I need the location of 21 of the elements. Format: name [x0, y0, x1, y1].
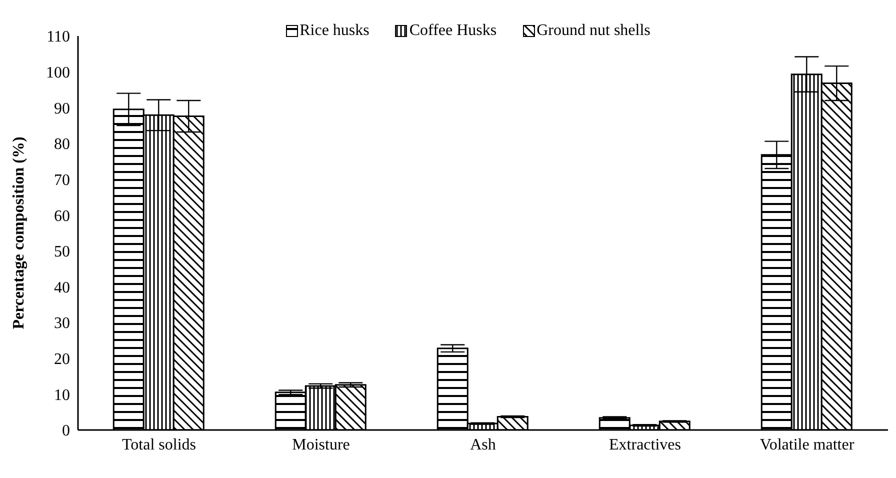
y-tick-label: 30	[54, 315, 70, 332]
y-tick-label: 70	[54, 172, 70, 189]
y-axis-title: Percentage composition (%)	[10, 136, 28, 330]
x-tick-label: Ash	[470, 436, 496, 454]
legend-label: Ground nut shells	[536, 22, 650, 40]
y-tick-label: 110	[46, 28, 70, 46]
x-tick-label: Total solids	[122, 436, 196, 454]
x-tick-label: Moisture	[292, 436, 350, 454]
y-tick-label: 80	[54, 136, 70, 154]
y-tick-label: 100	[46, 64, 70, 82]
y-tick-label: 40	[54, 279, 70, 296]
y-tick-label: 50	[54, 244, 70, 261]
x-tick-label: Extractives	[609, 436, 681, 454]
y-tick-label: 10	[54, 386, 70, 404]
legend-label: Rice husks	[300, 22, 370, 40]
y-tick-label: 90	[54, 100, 70, 118]
x-tick-label: Volatile matter	[760, 436, 855, 454]
y-tick-label: 60	[54, 208, 70, 225]
legend-label: Coffee Husks	[409, 22, 497, 40]
y-tick-label: 0	[62, 422, 70, 440]
y-tick-label: 20	[54, 351, 70, 368]
